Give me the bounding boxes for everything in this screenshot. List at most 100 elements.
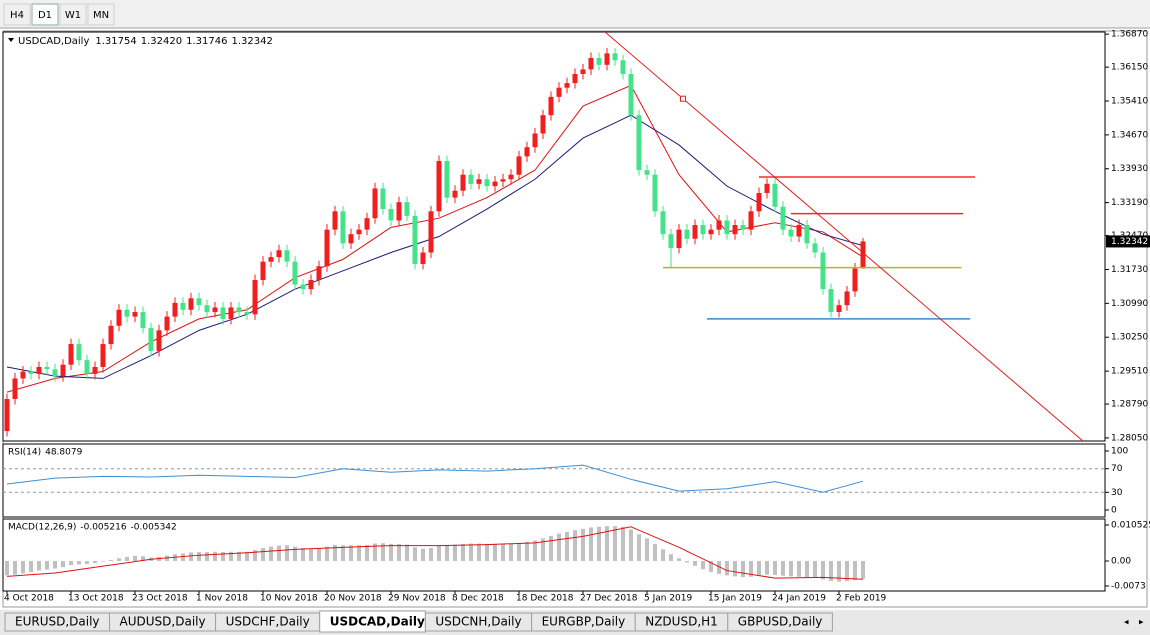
candle-body [84,360,90,374]
plot-area [4,32,1084,441]
indicator-title: RSI(14) [8,448,41,458]
macd-bar [861,561,865,579]
candle-body [140,312,146,329]
macd-bar [333,544,337,562]
y-tick-label: 1.33190 [1111,198,1148,208]
candle-body [684,229,690,239]
candle-body [532,133,538,148]
macd-bar [845,561,849,582]
macd-bar [389,543,393,562]
macd-bar [429,548,433,562]
macd-bar [701,561,705,570]
tab[interactable] [727,612,833,632]
candle-body [540,115,546,134]
tab-label: NZDUSD,H1 [645,615,718,629]
macd-bar [421,548,425,562]
timeframe-button[interactable] [59,3,87,26]
candle-body [260,261,266,280]
candle-body [396,202,402,221]
candle-body [372,188,378,219]
candle-body [836,305,842,313]
candle-body [292,261,298,285]
candle-body [796,225,802,237]
candle-body [604,53,610,65]
macd-bar [125,556,129,562]
macd-bar [285,545,289,562]
macd-bar [797,561,801,577]
candle-body [812,243,818,253]
timeframe-button[interactable] [87,3,115,26]
macd-bar [613,526,617,562]
candle-body [148,328,154,351]
candle-body [164,316,170,331]
macd-bar [117,558,121,562]
macd-bar [5,561,9,576]
timeframe-button[interactable] [3,3,31,26]
macd-bar [509,543,513,562]
x-tick-label: 29 Nov 2018 [388,594,446,604]
macd-bar [477,543,481,562]
macd-bar [581,528,585,562]
candle-body [340,211,346,244]
indicator-title: MACD(12,26,9) [8,523,76,533]
candle-body [404,202,410,216]
candle-body [716,220,722,230]
macd-bar [453,544,457,562]
candle-body [476,179,482,184]
candle-body [252,279,258,315]
y-tick-label: 1.30990 [1111,299,1148,309]
candle-body [28,371,34,374]
macd-bar [357,545,361,562]
y-tick-label: 1.34670 [1111,130,1148,140]
rsi-panel [2,443,1106,518]
y-tick-label: 30 [1111,488,1123,498]
macd-bar [501,543,505,562]
y-tick-label: 0.010525 [1111,521,1150,531]
candle-body [276,250,282,258]
macd-bar [573,530,577,562]
tab-label: EURUSD,Daily [15,615,100,629]
macd-bar [253,550,257,562]
candle-body [644,170,650,175]
candle-body [860,241,866,269]
x-tick-label: 5 Jan 2019 [644,594,692,604]
macd-bar [365,544,369,562]
macd-bar [205,552,209,562]
candle-body [468,174,474,184]
macd-bar [397,543,401,562]
candle-body [452,190,458,198]
macd-bar [213,551,217,562]
candle-body [196,298,202,306]
macd-bar [717,561,721,575]
candle-body [596,57,602,65]
macd-bar [69,561,73,566]
chart-menu-icon[interactable] [8,38,14,42]
candle-body [356,229,362,235]
candle-body [492,181,498,187]
candle-body [732,225,738,235]
macd-bar [109,559,113,562]
ohlc-label: 1.32342 [231,36,272,47]
macd-bar [261,548,265,562]
timeframe-button[interactable] [31,3,59,26]
candle-body [44,366,50,370]
macd-bar [557,533,561,562]
macd-bar [629,529,633,562]
x-tick-label: 18 Dec 2018 [516,594,574,604]
macd-bar [373,543,377,562]
indicator-value: 48.8079 [45,448,82,458]
macd-bar [93,561,97,564]
tab-scroll-right[interactable]: ▸ [1139,618,1144,628]
candle-body [844,291,850,306]
candle-body [428,211,434,253]
candle-body [612,53,618,61]
macd-bar [837,561,841,582]
x-tick-label: 24 Jan 2019 [772,594,826,604]
tab-scroll-left[interactable]: ◂ [1124,618,1129,628]
timeframe-label: D1 [38,10,52,21]
candle-body [500,179,506,182]
tab-label: USDCHF,Daily [226,615,310,629]
macd-bar [405,544,409,562]
signal-line [6,526,864,580]
candle-body [52,369,58,377]
